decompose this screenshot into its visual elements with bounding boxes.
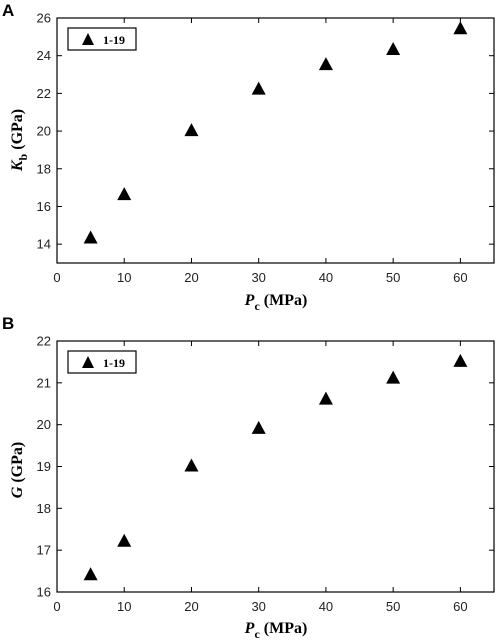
y-tick-label: 20 — [37, 124, 51, 139]
y-tick-label: 22 — [37, 334, 51, 349]
data-point-triangle — [386, 42, 401, 56]
y-tick-label: 16 — [37, 199, 51, 214]
y-axis-label-a: Kb (GPa) — [9, 109, 30, 172]
y-axis-symbol: G — [9, 486, 26, 498]
legend-a: 1-19 — [67, 27, 137, 51]
x-axis-unit: (MPa) — [264, 292, 308, 309]
x-tick-label: 20 — [184, 599, 198, 614]
data-point-triangle — [453, 21, 468, 35]
legend-box — [67, 27, 137, 51]
y-tick-label: 18 — [37, 501, 51, 516]
x-axis-subscript: c — [254, 299, 260, 313]
data-point-triangle — [117, 533, 132, 547]
y-tick-label: 26 — [37, 11, 51, 26]
data-point-triangle — [184, 458, 199, 472]
plot-area-b: 0 10 20 30 40 50 60 16 17 18 19 20 21 22 — [37, 334, 495, 614]
legend-b: 1-19 — [67, 350, 137, 374]
y-tick-label: 22 — [37, 86, 51, 101]
data-point-triangle — [83, 567, 98, 581]
axes-frame — [56, 17, 495, 264]
x-axis-subscript: c — [254, 627, 260, 640]
y-axis-symbol: K — [9, 159, 26, 172]
x-tick-label: 10 — [117, 270, 131, 285]
x-tick-label: 50 — [386, 270, 400, 285]
y-tick-label: 21 — [37, 375, 51, 390]
y-tick-label: 14 — [37, 237, 51, 252]
y-tick-label: 24 — [37, 48, 51, 63]
data-point-triangle — [318, 391, 333, 405]
data-point-triangle — [453, 353, 468, 367]
y-tick-label: 16 — [37, 585, 51, 600]
panel-a: A 0 10 20 30 40 50 60 14 16 18 20 22 24 26 Kb (GPa) P… — [2, 1, 495, 313]
axes-frame — [56, 340, 495, 593]
x-tick-label: 0 — [53, 599, 60, 614]
legend-entry: 1-19 — [103, 356, 125, 370]
data-point-triangle — [117, 187, 132, 201]
y-tick-label: 19 — [37, 459, 51, 474]
data-point-triangle — [251, 420, 266, 434]
legend-box — [67, 350, 137, 374]
x-tick-label: 60 — [453, 270, 467, 285]
x-axis-symbol: P — [244, 620, 255, 637]
x-axis-label-a: Pc (MPa) — [244, 292, 308, 313]
x-tick-label: 20 — [184, 270, 198, 285]
y-axis-subscript: b — [16, 153, 30, 160]
x-tick-label: 30 — [251, 270, 265, 285]
x-axis-symbol: P — [244, 292, 255, 309]
data-point-triangle — [184, 123, 199, 137]
plot-area-a: 0 10 20 30 40 50 60 14 16 18 20 22 24 26 — [37, 11, 495, 285]
panel-label: B — [2, 314, 14, 333]
legend-triangle-marker — [82, 33, 94, 45]
y-axis-unit: (GPa) — [9, 442, 26, 483]
panel-b: B 0 10 20 30 40 50 60 16 17 18 19 20 21 22 G (GPa) Pc… — [2, 314, 495, 640]
x-tick-label: 0 — [53, 270, 60, 285]
y-tick-label: 18 — [37, 161, 51, 176]
legend-triangle-marker — [82, 356, 94, 368]
x-tick-label: 30 — [251, 599, 265, 614]
legend-entry: 1-19 — [103, 33, 125, 47]
x-tick-label: 40 — [319, 599, 333, 614]
y-tick-label: 20 — [37, 417, 51, 432]
x-tick-label: 60 — [453, 599, 467, 614]
panel-label: A — [2, 1, 14, 20]
x-axis-unit: (MPa) — [264, 620, 308, 637]
y-axis-unit: (GPa) — [9, 109, 26, 150]
data-point-triangle — [386, 370, 401, 384]
y-axis-label-b: G (GPa) — [9, 442, 26, 498]
y-tick-label: 17 — [37, 543, 51, 558]
x-axis-label-b: Pc (MPa) — [244, 620, 308, 640]
data-point-triangle — [251, 81, 266, 95]
x-tick-label: 10 — [117, 599, 131, 614]
data-point-triangle — [318, 57, 333, 71]
x-tick-label: 50 — [386, 599, 400, 614]
data-point-triangle — [83, 230, 98, 244]
x-tick-label: 40 — [319, 270, 333, 285]
